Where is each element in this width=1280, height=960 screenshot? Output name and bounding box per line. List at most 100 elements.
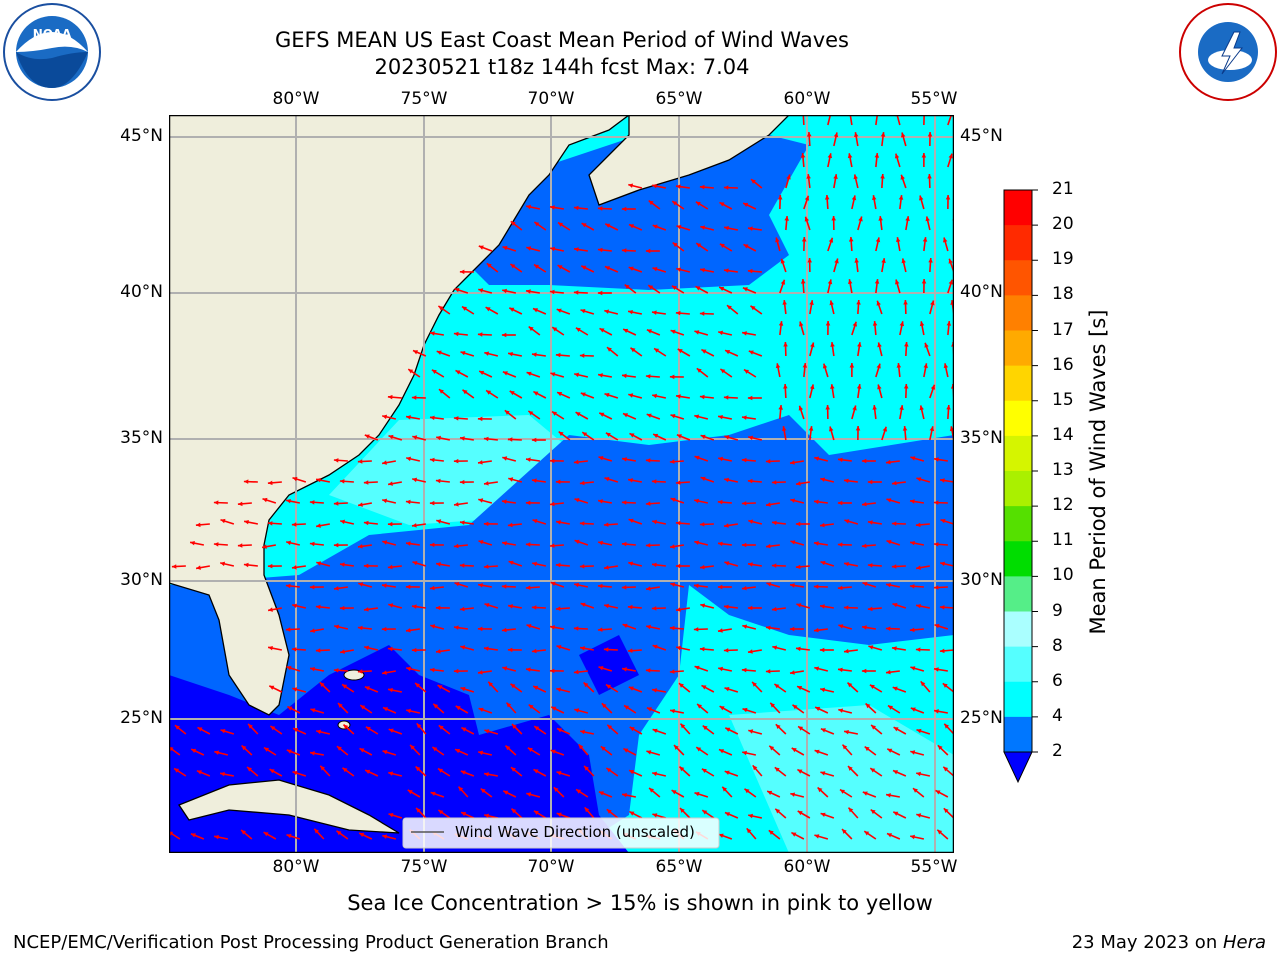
wave-arrowhead — [791, 748, 797, 753]
wave-arrowhead — [532, 352, 537, 357]
wave-arrowhead — [502, 371, 508, 376]
wave-arrowhead — [412, 477, 418, 483]
wave-arrowhead — [484, 603, 490, 608]
land-cuba — [178, 779, 400, 834]
wind-wave-arrows — [169, 115, 954, 840]
ocean-6-8-region — [729, 705, 954, 853]
wave-arrowhead — [934, 623, 940, 629]
wave-arrowhead — [604, 603, 609, 609]
wave-arrowhead — [790, 498, 796, 503]
wave-arrowhead — [900, 174, 905, 180]
wave-arrowhead — [286, 665, 292, 671]
wave-arrowhead — [507, 647, 513, 653]
wave-arrowhead — [196, 565, 201, 570]
wave-arrowhead — [604, 309, 610, 314]
lat-label-right: 40°N — [960, 282, 1003, 302]
wave-arrowhead — [557, 265, 563, 270]
wave-arrowhead — [699, 646, 705, 652]
wave-arrowhead — [854, 132, 859, 137]
wave-arrowhead — [699, 394, 705, 400]
wave-arrowhead — [802, 363, 808, 368]
wave-arrowhead — [882, 426, 887, 432]
wave-arrowhead — [790, 792, 796, 797]
wave-arrowhead — [430, 791, 436, 796]
wave-arrowhead — [677, 349, 683, 354]
wave-arrowhead — [606, 684, 611, 689]
wave-arrowhead — [933, 500, 939, 505]
wave-arrowhead — [343, 724, 349, 730]
wave-arrowhead — [648, 200, 654, 206]
wave-arrowhead — [606, 809, 612, 814]
wave-arrowhead — [670, 582, 676, 587]
wave-arrowhead — [652, 728, 658, 733]
wave-arrowhead — [262, 497, 268, 503]
wave-arrowhead — [748, 435, 754, 441]
wave-arrowhead — [412, 604, 417, 609]
wave-arrowhead — [407, 790, 413, 795]
wave-arrowhead — [746, 828, 752, 834]
wave-arrowhead — [827, 153, 833, 159]
wave-arrowhead — [478, 750, 484, 756]
wave-arrowhead — [674, 745, 679, 750]
wave-arrowhead — [213, 500, 219, 505]
wave-arrowhead — [630, 347, 636, 353]
wave-arrowhead — [459, 269, 465, 275]
wave-arrowhead — [742, 287, 748, 292]
wave-arrowhead — [798, 405, 804, 411]
wave-arrowhead — [584, 807, 590, 813]
wave-arrowhead — [864, 746, 870, 752]
wave-arrowhead — [477, 332, 483, 337]
wave-arrowhead — [929, 426, 935, 432]
wave-arrowhead — [574, 539, 580, 544]
wave-arrowhead — [844, 478, 849, 484]
colorbar-tick-label: 18 — [1052, 284, 1074, 305]
wave-arrowhead — [556, 520, 561, 525]
wave-arrowhead — [556, 771, 562, 776]
wave-arrowhead — [895, 279, 900, 285]
wave-arrowhead — [843, 605, 849, 610]
wave-arrowhead — [532, 519, 538, 524]
wave-arrowhead — [478, 460, 483, 465]
wave-arrowhead — [455, 370, 461, 375]
wave-arrowhead — [604, 392, 610, 398]
wave-arrowhead — [672, 201, 678, 206]
wave-arrowhead — [896, 237, 901, 242]
wave-arrowhead — [532, 561, 537, 567]
wave-arrowhead — [603, 647, 609, 652]
wave-arrowhead — [782, 300, 787, 305]
wave-arrowhead — [724, 561, 730, 566]
wave-arrowhead — [598, 666, 604, 671]
wave-arrowhead — [336, 830, 342, 836]
wave-arrowhead — [700, 476, 706, 481]
wave-arrowhead — [675, 520, 681, 526]
wave-arrowhead — [555, 352, 561, 358]
lat-label-left: 40°N — [120, 282, 163, 302]
wave-arrowhead — [460, 645, 466, 650]
wave-arrowhead — [438, 810, 444, 815]
wave-arrowhead — [797, 811, 803, 816]
wave-arrowhead — [856, 300, 861, 305]
wave-arrowhead — [767, 790, 773, 795]
wave-arrowhead — [719, 286, 725, 291]
wave-arrowhead — [358, 544, 363, 549]
colorbar-tick-label: 11 — [1052, 530, 1074, 551]
wave-arrowhead — [765, 669, 771, 674]
wave-arrowhead — [675, 480, 681, 485]
wave-arrowhead — [388, 434, 394, 440]
wave-arrowhead — [532, 478, 537, 483]
wave-arrowhead — [550, 749, 556, 754]
wave-arrowhead — [342, 767, 348, 773]
wave-arrowhead — [629, 770, 635, 775]
lon-label-top: 55°W — [910, 89, 958, 109]
wave-arrowhead — [652, 267, 658, 272]
wave-arrowhead — [597, 583, 603, 589]
wave-arrowhead — [556, 812, 562, 817]
wave-arrowhead — [429, 585, 435, 591]
wave-arrowhead — [502, 499, 507, 504]
footer-date-text: 23 May 2023 on — [1071, 932, 1223, 953]
wave-arrowhead — [556, 687, 562, 692]
wave-arrowhead — [292, 603, 298, 609]
wave-arrowhead — [718, 330, 724, 336]
wave-arrowhead — [783, 384, 788, 389]
wave-arrowhead — [478, 288, 484, 293]
